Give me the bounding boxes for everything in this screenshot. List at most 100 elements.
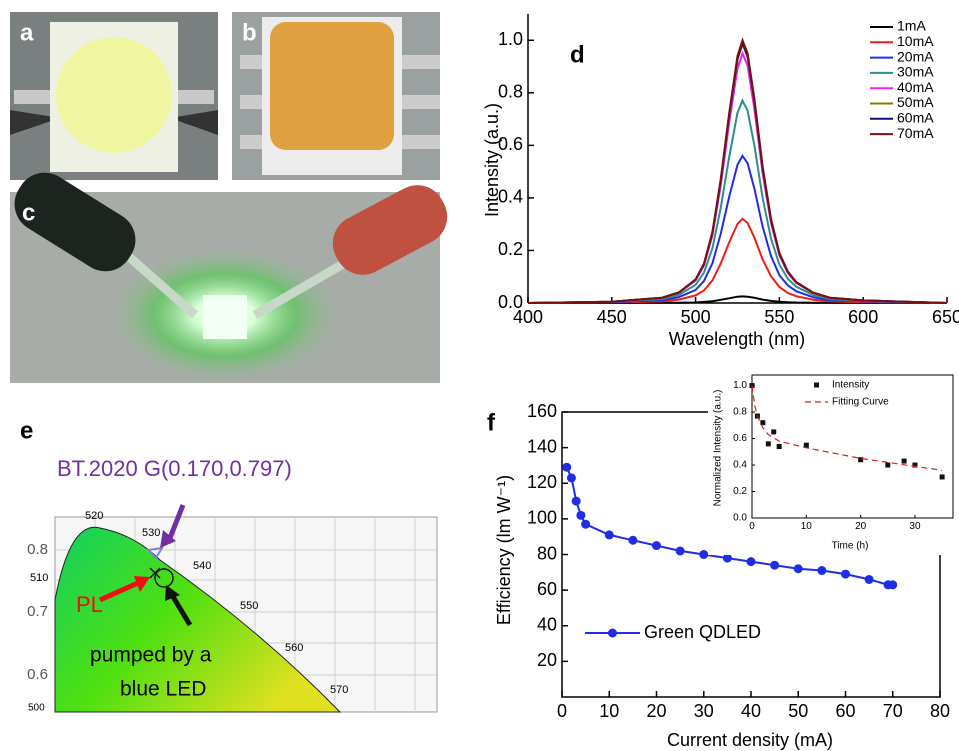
y-tick-label: 0.2	[498, 239, 523, 259]
y-axis-title: Normalized Intensity (a.u.)	[713, 390, 724, 507]
data-point	[652, 541, 661, 551]
data-point	[803, 442, 809, 448]
photo-b	[232, 12, 440, 180]
cie-tick: 0.6	[27, 666, 48, 683]
cie-wavelength: 510	[30, 572, 48, 584]
photo-c	[10, 172, 448, 385]
y-tick-label: 160	[527, 401, 557, 421]
y-axis-title: Efficiency (lm W⁻¹)	[494, 475, 514, 625]
legend-label: Green QDLED	[644, 622, 761, 642]
data-point	[864, 574, 874, 584]
legend-label: Fitting Curve	[832, 397, 889, 408]
legend-swatch	[814, 382, 819, 388]
x-tick-label: 30	[909, 521, 921, 532]
x-axis-title: Wavelength (nm)	[669, 329, 805, 349]
cie-wavelength: 500	[28, 703, 45, 714]
x-tick-label: 10	[801, 521, 813, 532]
legend-label: 50mA	[897, 94, 934, 110]
data-point	[746, 557, 756, 567]
panel-label: e	[20, 417, 33, 444]
y-tick-label: 0.2	[733, 486, 747, 497]
series-line	[527, 98, 948, 304]
y-tick-label: 0.8	[498, 82, 523, 102]
pump-label: pumped by a	[90, 644, 212, 667]
x-tick-label: 0	[557, 701, 567, 721]
data-point	[765, 441, 771, 447]
data-point	[604, 530, 614, 540]
x-tick-label: 550	[764, 307, 794, 327]
y-tick-label: 120	[527, 472, 557, 492]
legend-label: 70mA	[897, 125, 934, 141]
y-tick-label: 140	[527, 436, 557, 456]
y-tick-label: 0.6	[733, 433, 747, 444]
x-tick-label: 450	[597, 307, 627, 327]
x-tick-label: 60	[835, 701, 855, 721]
y-tick-label: 20	[537, 650, 557, 670]
data-point	[675, 546, 685, 556]
legend-label: 40mA	[897, 79, 934, 95]
x-tick-label: 650	[932, 307, 959, 327]
x-tick-label: 40	[741, 701, 761, 721]
data-point	[771, 429, 777, 435]
data-point	[793, 564, 803, 574]
legend-label: 60mA	[897, 110, 934, 126]
series-line	[527, 39, 948, 304]
y-axis-title: Intensity (a.u.)	[482, 103, 502, 217]
x-tick-label: 600	[848, 307, 878, 327]
x-tick-label: 30	[694, 701, 714, 721]
panel-label: d	[570, 41, 585, 68]
y-tick-label: 0.0	[498, 292, 523, 312]
data-point	[841, 569, 850, 579]
x-axis-title: Time (h)	[832, 541, 869, 552]
plot-frame	[751, 374, 954, 519]
legend-label: Intensity	[832, 380, 869, 391]
cie-wavelength: 550	[240, 600, 258, 612]
data-point	[817, 566, 827, 576]
data-point	[581, 519, 591, 529]
data-point	[562, 462, 572, 472]
y-tick-label: 80	[537, 543, 557, 563]
x-tick-label: 400	[513, 307, 543, 327]
series-line	[527, 50, 948, 304]
x-tick-label: 10	[599, 701, 619, 721]
series-line	[527, 41, 948, 304]
y-tick-label: 40	[537, 615, 557, 635]
data-point	[939, 474, 945, 480]
cie-wavelength: 570	[330, 684, 348, 696]
cie-wavelength: 530	[142, 527, 160, 539]
x-tick-label: 20	[855, 521, 867, 532]
x-tick-label: 80	[930, 701, 950, 721]
cie-tick: 0.8	[27, 541, 48, 558]
cie-wavelength: 560	[285, 642, 303, 654]
legend-label: 30mA	[897, 64, 934, 80]
y-tick-label: 1.0	[498, 29, 523, 49]
panel-label: c	[22, 199, 35, 226]
cie-wavelength: 540	[193, 560, 211, 572]
pl-label: PL	[76, 592, 103, 617]
series-line	[751, 385, 943, 471]
data-point	[776, 444, 782, 449]
data-point	[699, 550, 709, 559]
y-tick-label: 0.6	[498, 134, 523, 154]
x-tick-label: 500	[681, 307, 711, 327]
data-point	[566, 473, 576, 483]
legend-label: 10mA	[897, 33, 934, 49]
cie-wavelength: 520	[85, 510, 103, 522]
y-tick-label: 0.4	[498, 187, 523, 207]
legend-swatch	[608, 628, 617, 638]
y-tick-label: 0.0	[733, 513, 747, 524]
panel-label: f	[487, 409, 496, 436]
x-tick-label: 50	[788, 701, 808, 721]
y-tick-label: 60	[537, 579, 557, 599]
data-point	[760, 420, 766, 426]
y-tick-label: 100	[527, 508, 557, 528]
data-point	[858, 457, 864, 463]
series-line	[527, 37, 948, 304]
data-point	[628, 535, 638, 545]
pump-label: blue LED	[120, 678, 206, 701]
data-point	[576, 510, 586, 520]
data-point	[770, 560, 780, 570]
x-tick-label: 70	[883, 701, 903, 721]
series-line	[527, 154, 948, 304]
